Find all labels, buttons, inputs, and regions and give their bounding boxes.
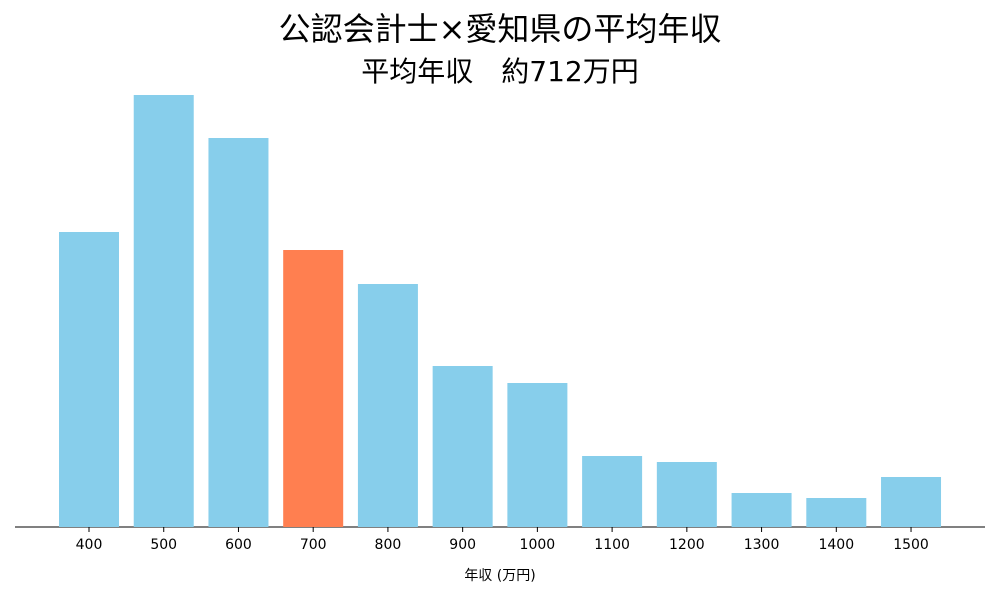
x-tick-label: 1400 bbox=[818, 537, 854, 553]
bar bbox=[208, 138, 269, 527]
bar bbox=[881, 477, 942, 527]
bar bbox=[432, 366, 493, 527]
bar bbox=[133, 95, 194, 527]
bar bbox=[582, 456, 643, 527]
bar bbox=[806, 498, 867, 527]
bar bbox=[59, 232, 119, 527]
x-tick-label: 700 bbox=[300, 537, 327, 553]
x-tick-label: 1500 bbox=[893, 537, 929, 553]
x-tick-label: 1000 bbox=[520, 537, 556, 553]
bar bbox=[357, 284, 418, 527]
bar bbox=[656, 462, 717, 527]
bar bbox=[731, 493, 792, 527]
x-tick-label: 1100 bbox=[594, 537, 630, 553]
bar bbox=[507, 383, 568, 527]
x-tick-label: 600 bbox=[225, 537, 252, 553]
x-axis-label: 年収 (万円) bbox=[464, 568, 535, 584]
x-tick-label: 800 bbox=[375, 537, 402, 553]
x-tick-label: 500 bbox=[150, 537, 177, 553]
x-tick-label: 400 bbox=[76, 537, 103, 553]
x-tick-label: 900 bbox=[449, 537, 476, 553]
x-tick-label: 1200 bbox=[669, 537, 705, 553]
chart-title: 公認会計士×愛知県の平均年収 bbox=[279, 10, 722, 48]
chart-subtitle: 平均年収 約712万円 bbox=[361, 55, 638, 88]
bar bbox=[283, 250, 344, 527]
x-tick-label: 1300 bbox=[744, 537, 780, 553]
